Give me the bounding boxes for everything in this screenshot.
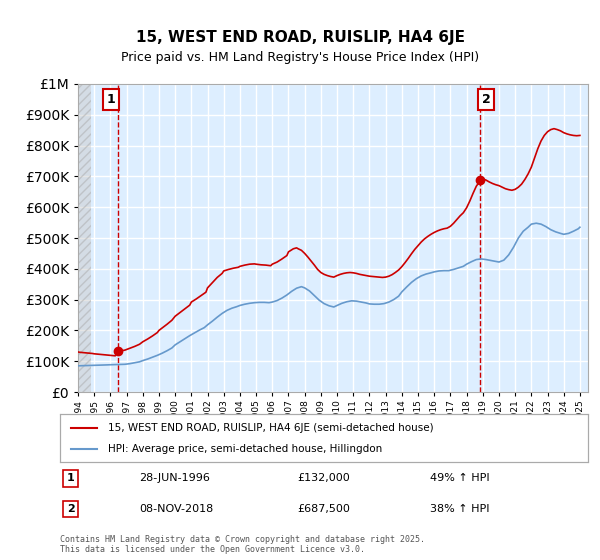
Text: 38% ↑ HPI: 38% ↑ HPI (430, 504, 489, 514)
Text: Price paid vs. HM Land Registry's House Price Index (HPI): Price paid vs. HM Land Registry's House … (121, 52, 479, 64)
Text: 1: 1 (67, 473, 74, 483)
Text: 15, WEST END ROAD, RUISLIP, HA4 6JE (semi-detached house): 15, WEST END ROAD, RUISLIP, HA4 6JE (sem… (107, 423, 433, 433)
Text: Contains HM Land Registry data © Crown copyright and database right 2025.
This d: Contains HM Land Registry data © Crown c… (60, 535, 425, 554)
Text: £687,500: £687,500 (298, 504, 350, 514)
Text: 28-JUN-1996: 28-JUN-1996 (139, 473, 210, 483)
Text: 15, WEST END ROAD, RUISLIP, HA4 6JE: 15, WEST END ROAD, RUISLIP, HA4 6JE (136, 30, 464, 45)
Text: 2: 2 (67, 504, 74, 514)
Bar (78, 84, 91, 392)
Text: £132,000: £132,000 (298, 473, 350, 483)
Text: 49% ↑ HPI: 49% ↑ HPI (430, 473, 489, 483)
Text: 2: 2 (482, 93, 490, 106)
Text: HPI: Average price, semi-detached house, Hillingdon: HPI: Average price, semi-detached house,… (107, 444, 382, 454)
Text: 1: 1 (107, 93, 116, 106)
Text: 08-NOV-2018: 08-NOV-2018 (139, 504, 214, 514)
